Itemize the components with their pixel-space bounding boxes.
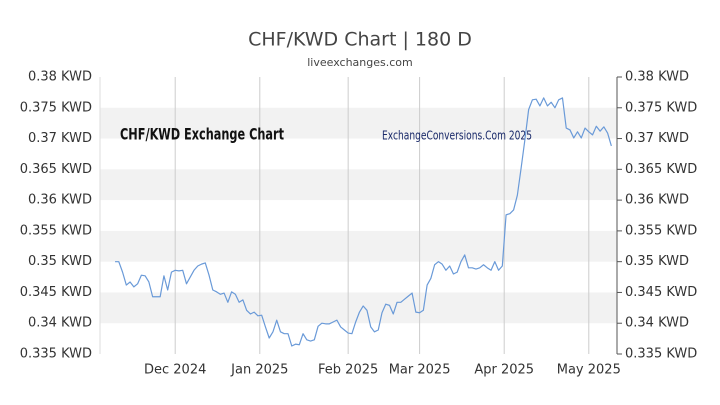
y-tick-label: 0.335 KWD — [20, 347, 92, 362]
x-tick-label: Dec 2024 — [144, 363, 206, 378]
x-tick-label: May 2025 — [557, 363, 621, 378]
annotation: CHF/KWD Exchange Chart — [120, 125, 284, 144]
grid-band — [100, 107, 617, 139]
y-tick-label: 0.36 KWD — [28, 193, 92, 208]
y2-tick-label: 0.355 KWD — [625, 223, 697, 238]
grid-band — [100, 292, 617, 324]
y-tick-label: 0.345 KWD — [20, 285, 92, 300]
x-tick-label: Feb 2025 — [318, 363, 378, 378]
y2-tick-label: 0.36 KWD — [625, 193, 689, 208]
y2-tick-label: 0.375 KWD — [625, 100, 697, 115]
y-tick-label: 0.355 KWD — [20, 223, 92, 238]
y2-tick-label: 0.38 KWD — [625, 70, 689, 85]
x-tick-label: Jan 2025 — [230, 363, 288, 378]
y-tick-label: 0.38 KWD — [28, 70, 92, 85]
x-tick-label: Apr 2025 — [474, 363, 534, 378]
y2-tick-label: 0.345 KWD — [625, 285, 697, 300]
y-tick-label: 0.37 KWD — [28, 131, 92, 146]
y-tick-label: 0.375 KWD — [20, 100, 92, 115]
y-tick-label: 0.34 KWD — [28, 316, 92, 331]
price-line — [115, 97, 612, 347]
y2-tick-label: 0.365 KWD — [625, 162, 697, 177]
y-tick-label: 0.35 KWD — [28, 254, 92, 269]
chart-title: CHF/KWD Chart | 180 D — [248, 29, 472, 51]
annotation: ExchangeConversions.Com 2025 — [382, 129, 532, 143]
grid-band — [100, 169, 617, 201]
y-tick-label: 0.365 KWD — [20, 162, 92, 177]
y2-tick-label: 0.34 KWD — [625, 316, 689, 331]
y2-tick-label: 0.335 KWD — [625, 347, 697, 362]
y2-tick-label: 0.37 KWD — [625, 131, 689, 146]
x-tick-label: Mar 2025 — [389, 363, 451, 378]
y2-tick-label: 0.35 KWD — [625, 254, 689, 269]
grid-band — [100, 230, 617, 262]
chart-subtitle: liveexchanges.com — [307, 56, 412, 69]
